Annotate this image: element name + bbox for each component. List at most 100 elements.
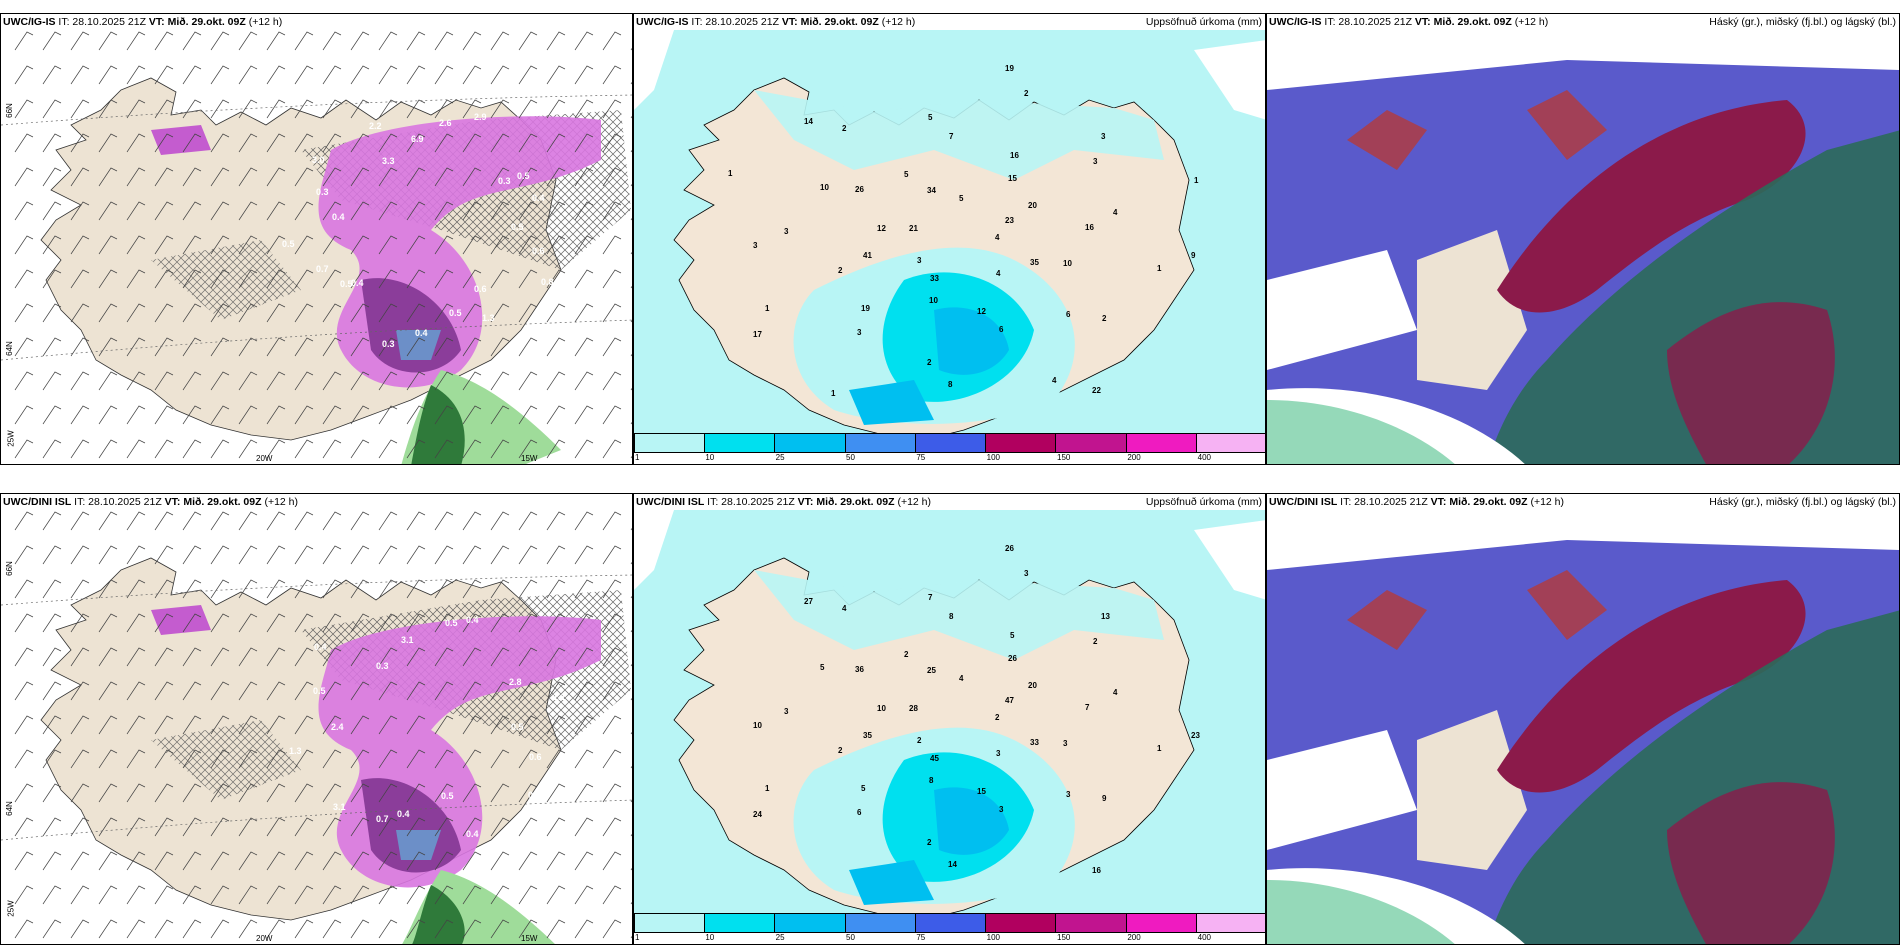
precip-value-label: 45 [930, 754, 939, 763]
snow-value-label: 0.5 [441, 791, 454, 801]
precip-value-label: 16 [1010, 151, 1019, 160]
wind-barb [406, 201, 426, 221]
wind-barb [518, 817, 538, 837]
wind-barb [294, 65, 314, 85]
wind-barb [406, 31, 426, 51]
wind-barb [490, 31, 510, 51]
wind-barb [602, 303, 622, 323]
wind-barb [518, 851, 538, 871]
wind-barb [182, 783, 202, 803]
precip-value-label: 1 [1157, 744, 1162, 753]
wind-barb [434, 817, 454, 837]
wind-barb [238, 851, 258, 871]
panel-title: UWC/DINI ISL IT: 28.10.2025 21Z VT: Mið.… [636, 496, 932, 508]
wind-barb [294, 579, 314, 599]
wind-barb [350, 371, 370, 391]
wind-barb [14, 303, 34, 323]
wind-barb [322, 817, 342, 837]
wind-barb [14, 851, 34, 871]
precip-value-label: 10 [929, 296, 938, 305]
wind-barb [126, 919, 146, 939]
colorbar-tick-label: 75 [916, 453, 926, 462]
wind-barb [266, 133, 286, 153]
wind-barb [126, 647, 146, 667]
wind-barb [126, 235, 146, 255]
wind-barb [266, 65, 286, 85]
wind-barb [490, 99, 510, 119]
wind-barb [238, 439, 258, 459]
wind-barb [322, 269, 342, 289]
wind-barb [182, 167, 202, 187]
wind-barb [378, 439, 398, 459]
wind-barb [210, 167, 230, 187]
wind-barb [490, 133, 510, 153]
precip-value-label: 2 [1102, 314, 1107, 323]
wind-barb [182, 31, 202, 51]
colorbar-tick-label: 400 [1197, 933, 1212, 942]
lat-label-64: 64N [4, 341, 14, 356]
colorbar-tick-label: 150 [1057, 933, 1071, 942]
wind-barb [490, 545, 510, 565]
wind-barb [14, 269, 34, 289]
precip-value-label: 2 [927, 358, 932, 367]
wind-barb [238, 545, 258, 565]
precip-value-label: 2 [927, 838, 932, 847]
precip-value-label: 5 [904, 170, 909, 179]
wind-barb [434, 31, 454, 51]
graticule [1, 319, 632, 361]
wind-barb [574, 201, 594, 221]
wind-barb [154, 579, 174, 599]
wind-barb [70, 885, 90, 905]
wind-barb [42, 167, 62, 187]
cloud-title: Háský (gr.), miðský (fj.bl.) og lágský (… [1709, 496, 1896, 508]
wind-barb [14, 545, 34, 565]
wind-barb [126, 133, 146, 153]
high-cloud-south [1667, 782, 1835, 944]
wind-barb [210, 371, 230, 391]
wind-barb [266, 31, 286, 51]
wind-barb [294, 545, 314, 565]
wind-barb [434, 919, 454, 939]
wind-barb [546, 885, 566, 905]
colorbar-tick-label: 100 [986, 933, 1001, 942]
wind-barb [322, 613, 342, 633]
precip-value-label: 5 [959, 194, 964, 203]
precip-value-label: 47 [1005, 696, 1014, 705]
wind-barb [462, 817, 482, 837]
wind-barb [378, 235, 398, 255]
wind-barb [266, 579, 286, 599]
wind-barb [42, 99, 62, 119]
wind-barb [210, 579, 230, 599]
wind-barb [518, 269, 538, 289]
wind-barb [154, 885, 174, 905]
wind-barb [434, 613, 454, 633]
wind-barb [378, 405, 398, 425]
wind-barb [490, 783, 510, 803]
wind-barb [490, 511, 510, 531]
precip-value-label: 10 [877, 704, 886, 713]
precip-value-label: 33 [930, 274, 939, 283]
wind-barb [126, 783, 146, 803]
graticule [1, 574, 632, 606]
wind-barb [266, 99, 286, 119]
wind-barb [126, 885, 146, 905]
wind-barb [182, 303, 202, 323]
snow-value-label: 0.5 [517, 171, 530, 181]
wind-barb [434, 167, 454, 187]
wind-barb [42, 201, 62, 221]
hatch-region [151, 720, 301, 800]
wind-barb [602, 235, 622, 255]
wind-barb [294, 99, 314, 119]
wind-barb [462, 133, 482, 153]
wind-barb [546, 715, 566, 735]
wind-barb [182, 65, 202, 85]
colorbar-tick-label: 200 [1127, 453, 1141, 462]
wind-barb [434, 371, 454, 391]
clear-area [1267, 30, 1899, 90]
wind-barb [182, 715, 202, 735]
wind-barb [266, 511, 286, 531]
colorbar-ticks: 1 10 25 50 75 100 150 200 400 [634, 453, 1265, 464]
precip-value-label: 4 [1113, 688, 1118, 697]
wind-barb [98, 817, 118, 837]
lon-label-25: 25W [6, 430, 16, 447]
